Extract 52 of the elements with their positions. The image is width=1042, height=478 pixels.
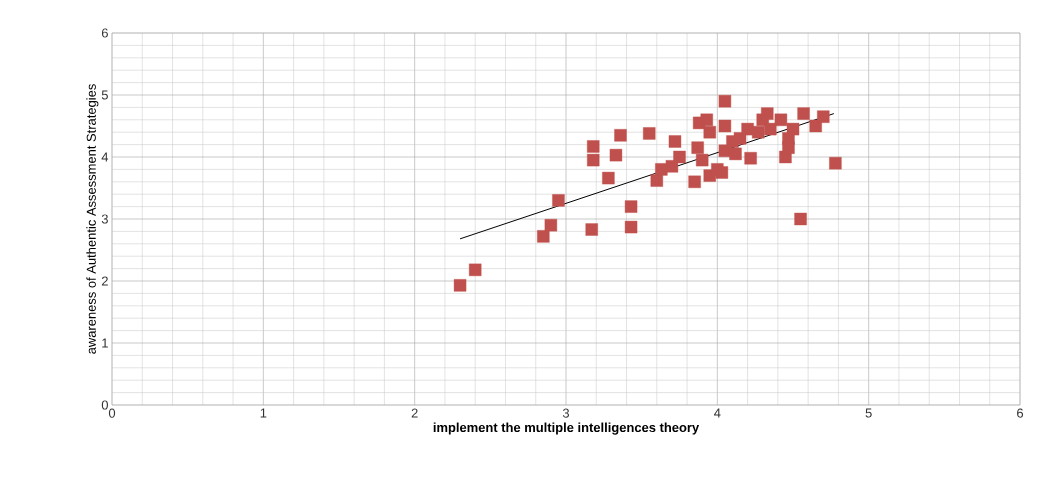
point [537, 230, 550, 243]
point [643, 127, 656, 140]
point [650, 174, 663, 187]
point [817, 110, 830, 123]
point [688, 175, 701, 188]
y-tick-label: 0 [101, 400, 108, 410]
point [729, 147, 742, 161]
x-tick-label: 1 [260, 408, 267, 418]
y-tick-label: 4 [101, 152, 109, 162]
point [469, 263, 482, 277]
x-tick-label: 4 [714, 408, 721, 418]
point [752, 126, 765, 139]
point [696, 153, 709, 167]
point [587, 140, 600, 153]
x-tick-label: 6 [1017, 408, 1024, 418]
x-tick-label: 5 [865, 408, 872, 418]
point [668, 135, 682, 148]
x-tick-label: 2 [411, 408, 418, 418]
y-tick-label: 3 [101, 214, 108, 224]
point [624, 220, 638, 234]
point [761, 107, 774, 120]
point [544, 219, 558, 232]
y-tick-label: 1 [102, 338, 108, 348]
point [587, 153, 600, 167]
point [453, 279, 467, 292]
y-axis-title: awareness of Authentic Assessment Strategies [86, 84, 99, 354]
point [718, 95, 732, 108]
point [764, 122, 777, 136]
point [715, 166, 729, 179]
point [691, 141, 704, 154]
point [614, 129, 627, 142]
point [552, 194, 565, 207]
y-tick-label: 2 [101, 276, 108, 286]
y-tick-label: 6 [101, 28, 108, 38]
point [718, 119, 732, 133]
point [794, 212, 807, 226]
point [624, 200, 638, 213]
point [609, 148, 623, 162]
point [602, 171, 615, 185]
y-tick-label: 5 [101, 90, 108, 100]
x-axis-title: implement the multiple intelligences theory [433, 422, 700, 435]
x-tick-label: 3 [562, 408, 570, 418]
point [585, 223, 598, 236]
point [700, 113, 713, 126]
x-tick-label: 0 [108, 408, 116, 418]
point [786, 122, 800, 136]
point [829, 157, 842, 170]
point [744, 152, 757, 165]
point [673, 150, 686, 164]
point [797, 107, 810, 120]
point [774, 113, 788, 126]
point [703, 126, 716, 139]
